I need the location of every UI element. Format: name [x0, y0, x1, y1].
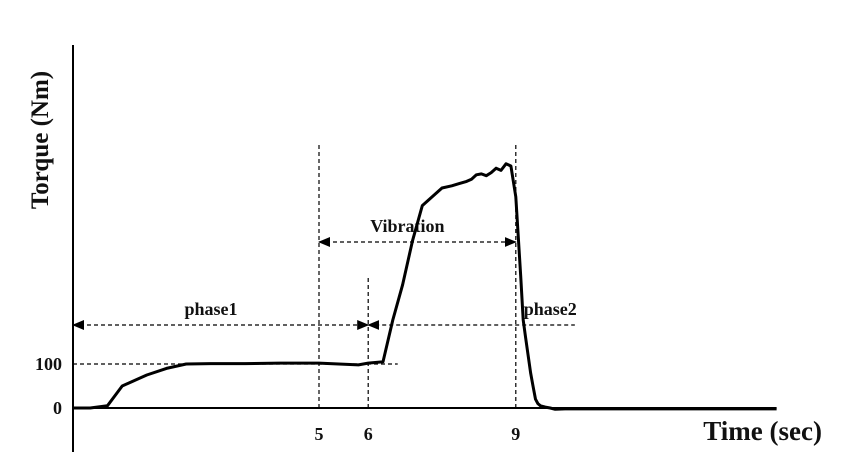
x-tick-label-6: 6: [364, 424, 373, 444]
x-tick-label-5: 5: [315, 424, 324, 444]
dashed-guides: [73, 145, 517, 408]
annotation-label-phase2: phase2: [524, 299, 577, 319]
annotation-label-vibration: Vibration: [370, 216, 444, 236]
y-axis-title: Torque (Nm): [27, 71, 54, 209]
tick-labels: 5 6 9 0 100: [35, 354, 520, 444]
y-tick-label-100: 100: [35, 354, 62, 374]
x-axis-title: Time (sec): [703, 416, 822, 446]
torque-series-line: [73, 162, 777, 411]
y-tick-label-0: 0: [53, 398, 62, 418]
annotation-arrows: phase1 Vibration phase2: [72, 216, 577, 330]
annotation-label-phase1: phase1: [184, 299, 237, 319]
x-tick-label-9: 9: [511, 424, 520, 444]
